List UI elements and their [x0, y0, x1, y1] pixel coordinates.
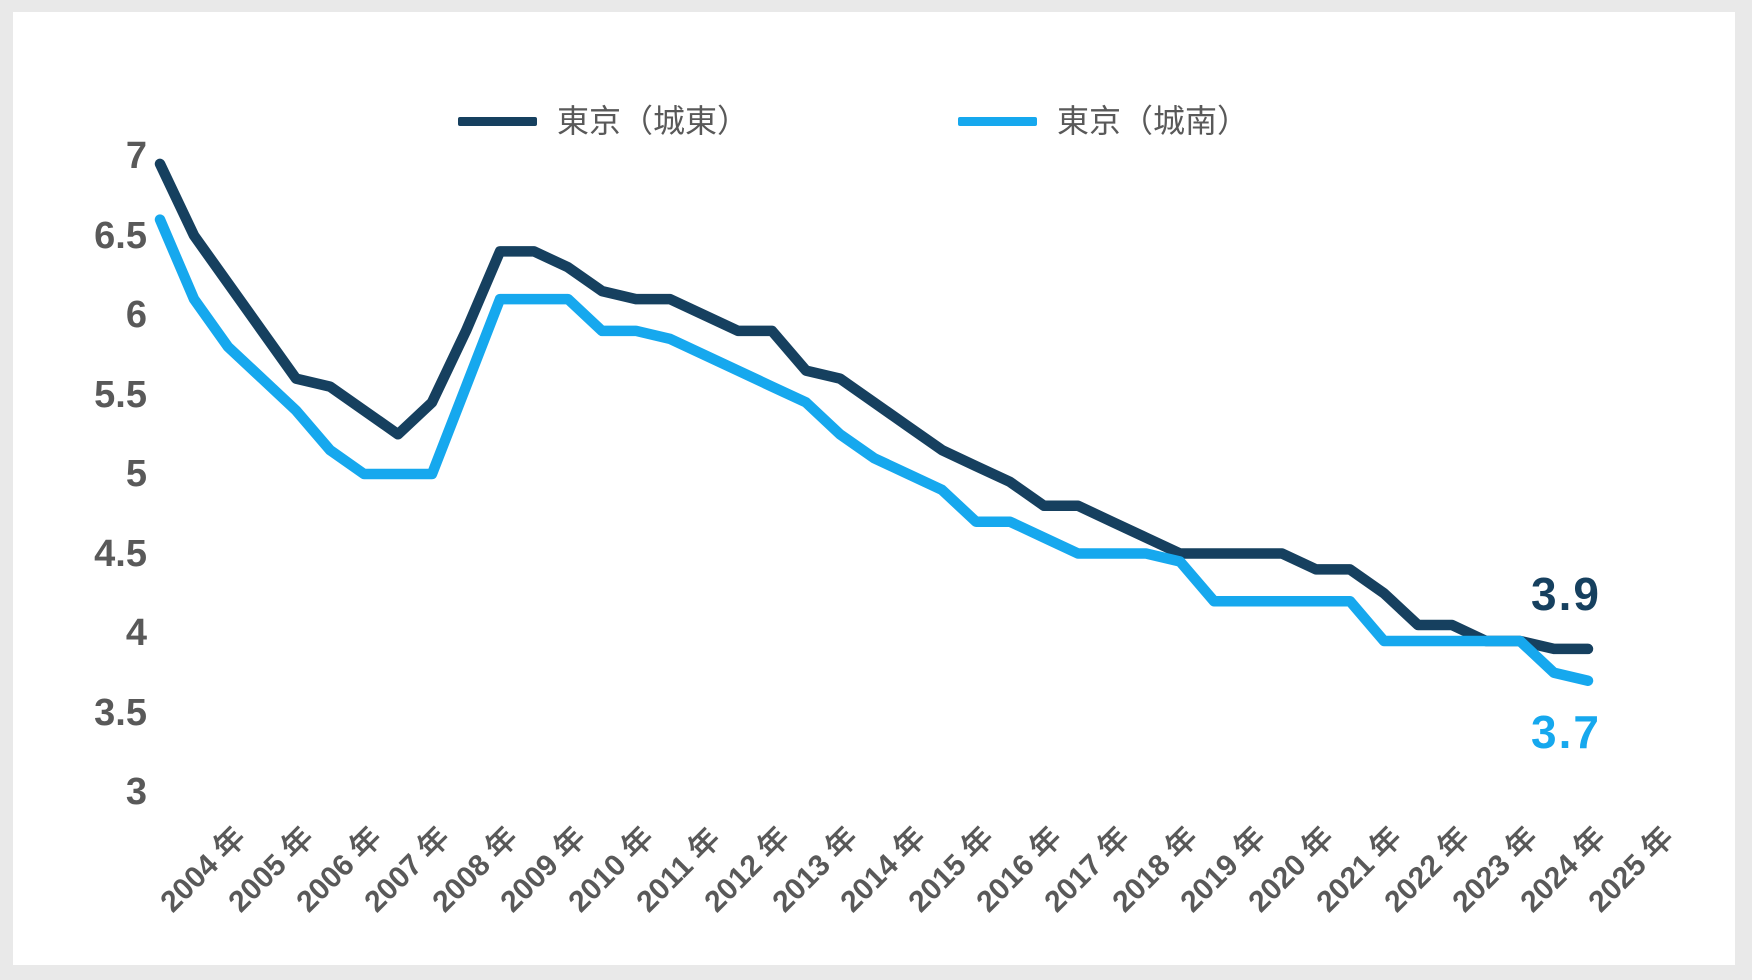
legend-item-jyonan: 東京（城南）	[958, 102, 1249, 140]
legend-label-jyonan: 東京（城南）	[1057, 103, 1250, 139]
end-value-label-jyoto: 3.9	[1531, 567, 1601, 620]
chart-canvas: 東京（城東） 東京（城南） 7 6.5 6 5.5 5 4.5 4 3.5 3 2004 年 20…	[13, 12, 1735, 965]
legend-item-jyoto: 東京（城東）	[458, 102, 749, 140]
series-line-0	[154, 158, 1594, 655]
y-tick-label-5.5: 5.5	[94, 373, 147, 416]
y-tick-label-4.5: 4.5	[94, 532, 147, 575]
legend-swatch-jyonan	[958, 116, 1037, 126]
y-tick-label-6.5: 6.5	[94, 214, 147, 257]
y-tick-label-7: 7	[125, 135, 147, 177]
y-tick-label-6: 6	[125, 294, 147, 336]
y-tick-label-3: 3	[125, 771, 147, 813]
legend-swatch-jyoto	[458, 116, 537, 126]
line-chart	[154, 158, 1594, 686]
series-line-1	[154, 214, 1594, 686]
legend-label-jyoto: 東京（城東）	[557, 103, 750, 139]
end-value-label-jyonan: 3.7	[1531, 705, 1601, 758]
y-tick-label-4: 4	[125, 612, 147, 654]
y-tick-label-3.5: 3.5	[94, 691, 147, 734]
y-tick-label-5: 5	[125, 453, 147, 495]
